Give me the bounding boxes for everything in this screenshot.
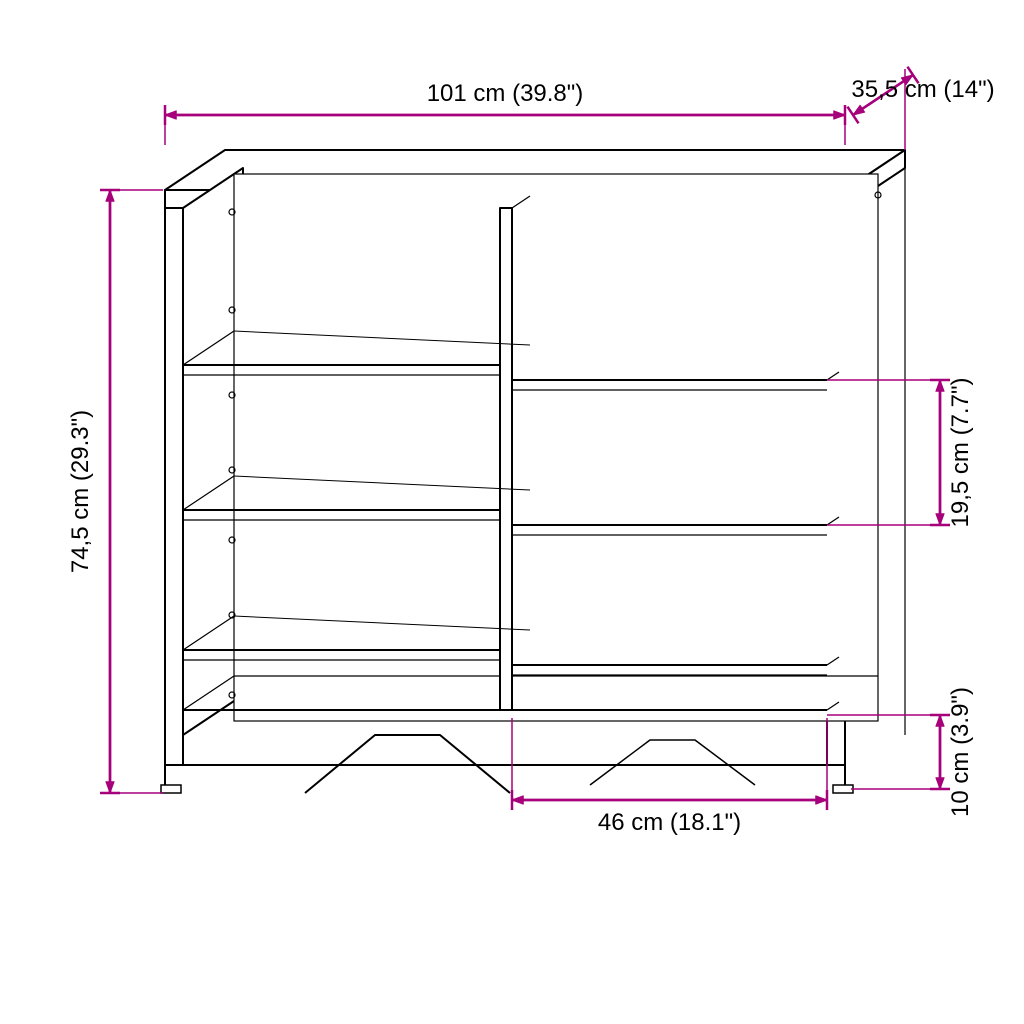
dim-height-label: 74,5 cm (29.3") [67,410,94,573]
dim-inner-width-label: 46 cm (18.1") [598,809,741,836]
dim-foot-label: 10 cm (3.9") [947,687,974,817]
furniture-dimension-diagram: 101 cm (39.8") 35,5 cm (14") 74,5 cm (29.3… [0,0,1024,1024]
dim-depth-label: 35,5 cm (14") [851,76,994,103]
furniture-outline [161,150,905,793]
dim-width-label: 101 cm (39.8") [427,80,584,107]
dim-shelf-gap-label: 19,5 cm (7.7") [947,378,974,528]
